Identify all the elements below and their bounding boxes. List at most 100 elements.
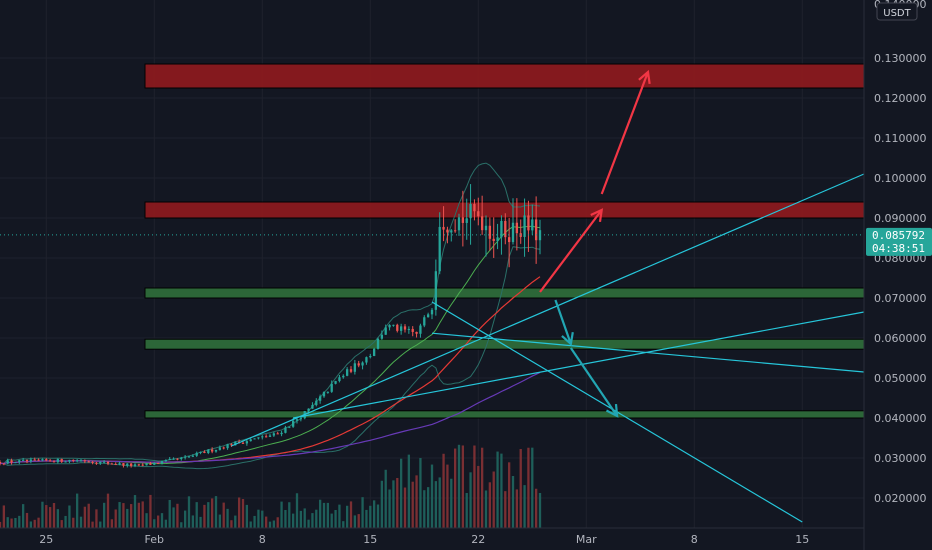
volume-bar <box>500 453 503 528</box>
support-resistance-zones <box>144 63 865 419</box>
arrow-shaft[interactable] <box>600 71 650 195</box>
arrow-head[interactable] <box>638 69 651 85</box>
candle-body <box>399 326 403 331</box>
candle-body <box>438 226 441 272</box>
volume-bar <box>272 520 276 528</box>
candle-body <box>276 433 279 435</box>
trend-line[interactable] <box>293 311 865 419</box>
candle-body <box>453 230 457 232</box>
y-tick-label: 0.040000 <box>874 412 927 425</box>
candle-body <box>480 216 484 231</box>
candle-body <box>79 460 83 462</box>
candle-body <box>156 462 160 464</box>
volume-bar <box>376 504 380 528</box>
volume-bar <box>457 444 461 528</box>
trend-line[interactable] <box>431 332 865 373</box>
volume-bar <box>137 502 141 528</box>
currency-badge[interactable]: USDT <box>876 2 918 21</box>
volume-bar <box>106 493 110 528</box>
volume-bar <box>207 502 210 528</box>
time-axis[interactable]: 25 Feb 8 15 22 Mar 8 15 <box>39 533 809 546</box>
candle-body <box>353 363 357 372</box>
candle-body <box>334 381 337 384</box>
volume-bar <box>396 477 399 528</box>
candle-body <box>415 331 418 334</box>
projection-arrows[interactable] <box>539 69 651 418</box>
x-tick-label: 8 <box>691 533 698 546</box>
candle-body <box>133 464 137 466</box>
volume-bar <box>60 520 63 528</box>
volume-bar <box>114 509 117 528</box>
candle-body <box>149 463 152 465</box>
candle-body <box>14 462 17 464</box>
candle-body <box>315 400 318 406</box>
y-tick-label: 0.070000 <box>874 292 927 305</box>
volume-bar <box>484 490 488 528</box>
support-zone <box>144 410 865 419</box>
candle-body <box>241 442 245 444</box>
arrow-head[interactable] <box>561 331 574 347</box>
candle-body <box>419 325 422 334</box>
trend-line[interactable] <box>231 173 865 447</box>
candle-body <box>345 369 349 376</box>
volume-bar <box>41 501 44 528</box>
arrow-shaft[interactable] <box>554 299 572 345</box>
volume-bar <box>14 517 17 528</box>
candle-body <box>288 426 291 428</box>
volume-bar <box>153 519 156 528</box>
candle-body <box>465 218 468 223</box>
candle-body <box>407 328 411 330</box>
volume-bar <box>95 509 98 528</box>
volume-bar <box>399 458 403 528</box>
volume-bar <box>210 498 214 528</box>
volume-bar <box>342 521 345 528</box>
candle-body <box>496 237 499 242</box>
volume-bar <box>91 521 94 528</box>
volume-bar <box>10 518 13 528</box>
volume-bar <box>299 510 303 528</box>
candle-body <box>326 391 330 393</box>
candle-body <box>376 338 380 349</box>
arrow-head[interactable] <box>590 208 604 223</box>
volume-bar <box>403 487 407 528</box>
candle-body <box>164 459 168 462</box>
candle-body <box>361 362 364 366</box>
volume-bar <box>288 502 291 528</box>
candle-body <box>187 456 191 458</box>
candle-body <box>318 396 322 401</box>
ma-long <box>0 371 541 465</box>
arrow-shaft[interactable] <box>569 347 619 417</box>
volume-bar <box>87 503 90 528</box>
volume-bar <box>110 519 114 528</box>
x-tick-label: 22 <box>471 533 485 546</box>
volume-bar <box>280 501 283 528</box>
volume-bar <box>164 519 168 528</box>
volume-bar <box>372 500 376 528</box>
candle-body <box>446 229 449 233</box>
volume-bar <box>426 487 430 528</box>
volume-bar <box>261 510 264 528</box>
y-tick-label: 0.100000 <box>874 172 927 185</box>
candle-body <box>191 455 195 457</box>
volume-bar <box>156 515 160 528</box>
candle-body <box>172 458 175 460</box>
candle-body <box>0 462 2 464</box>
volume-bar <box>365 509 368 528</box>
volume-bar <box>442 453 445 528</box>
volume-bar <box>322 502 326 528</box>
candle-body <box>83 460 87 462</box>
volume-bar <box>72 517 75 528</box>
candle-body <box>295 419 299 421</box>
volume-bar <box>6 517 9 528</box>
volume-bar <box>33 519 36 528</box>
arrow-shaft[interactable] <box>539 209 603 293</box>
arrow-head[interactable] <box>605 403 619 418</box>
candle-body <box>396 324 399 331</box>
candle-body <box>507 237 511 243</box>
current-price-countdown: 04:38:51 <box>872 242 925 255</box>
volume-bar <box>241 499 245 528</box>
volume-bar <box>311 513 314 528</box>
volume-bar <box>133 495 137 528</box>
volume-bar <box>0 521 2 528</box>
